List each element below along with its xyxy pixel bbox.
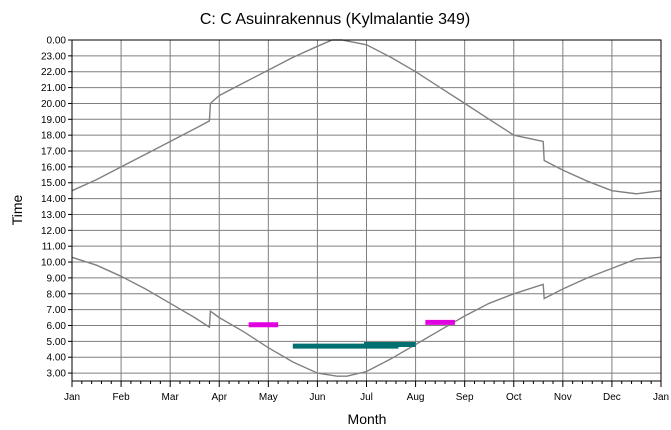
y-tick-label: 12.00	[41, 226, 66, 237]
markers	[248, 319, 455, 349]
y-tick-label: 3.00	[47, 369, 67, 380]
x-tick-label: Jun	[309, 392, 325, 403]
plot-border	[71, 39, 662, 382]
x-tick-label: Apr	[211, 392, 227, 403]
chart-title: C: C Asuinrakennus (Kylmalantie 349)	[200, 11, 470, 28]
y-axis-label: Time	[9, 194, 25, 225]
x-tick-label: Jan	[653, 392, 669, 403]
y-tick-label: 16.00	[41, 162, 66, 173]
x-tick-label: Sep	[456, 392, 474, 403]
x-tick-label: Jan	[64, 392, 80, 403]
y-tick-label: 15.00	[41, 178, 66, 189]
x-tick-label: Jul	[360, 392, 373, 403]
y-tick-label: 20.00	[41, 99, 66, 110]
y-tick-label: 7.00	[47, 305, 67, 316]
y-tick-label: 13.00	[41, 210, 66, 221]
y-tick-label: 11.00	[42, 242, 67, 253]
y-tick-label: 8.00	[47, 289, 67, 300]
y-tick-label: 21.00	[41, 83, 66, 94]
x-tick-label: Dec	[603, 392, 621, 403]
y-tick-label: 18.00	[41, 131, 66, 142]
y-tick-label: 22.00	[41, 67, 66, 78]
x-tick-label: Oct	[506, 392, 522, 403]
grid	[71, 39, 662, 381]
y-tick-label: 10.00	[41, 258, 66, 269]
y-tick-label: 4.00	[47, 353, 67, 364]
x-tick-label: Feb	[112, 392, 130, 403]
x-tick-label: Nov	[554, 392, 572, 403]
y-tick-label: 19.00	[41, 115, 66, 126]
x-tick-label: May	[259, 392, 278, 403]
series-line-2	[71, 256, 662, 377]
axes: 3.00 4.00 5.00 6.00 7.00 8.00 9.00 10.00 11.00 12…	[41, 36, 669, 404]
y-tick-label: 6.00	[47, 321, 67, 332]
y-tick-label: 0.00	[47, 36, 67, 47]
y-tick-label: 23.00	[41, 51, 66, 62]
y-tick-label: 17.00	[41, 147, 66, 158]
x-tick-label: Mar	[162, 392, 180, 403]
x-tick-label: Aug	[407, 392, 425, 403]
y-tick-label: 5.00	[47, 337, 67, 348]
y-tick-label: 14.00	[41, 194, 66, 205]
y-tick-label: 9.00	[47, 273, 67, 284]
x-axis-label: Month	[348, 411, 387, 427]
